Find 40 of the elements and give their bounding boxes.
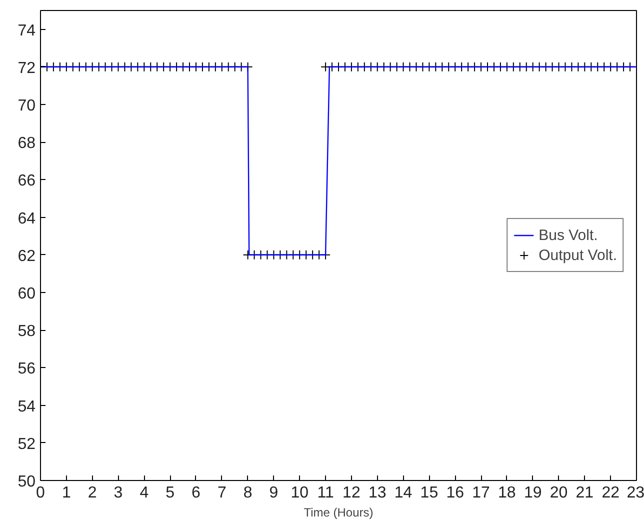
x-tick-label: 12: [342, 484, 360, 502]
legend-label: Bus Volt.: [538, 226, 598, 244]
x-tick-label: 2: [88, 484, 97, 502]
y-tick-label: 70: [18, 98, 36, 114]
x-tick-label: 9: [269, 484, 278, 502]
x-tick-label: 8: [243, 484, 252, 502]
x-tick-label: 3: [114, 484, 123, 502]
y-tick-label: 56: [18, 360, 36, 378]
y-tick-label: 52: [18, 436, 36, 453]
x-tick-label: 0: [36, 484, 46, 502]
y-tick-label: 68: [18, 135, 36, 152]
x-tick-label: 6: [192, 484, 201, 502]
legend-label: Output Volt.: [538, 246, 617, 264]
x-tick-label: 10: [290, 484, 309, 502]
x-tick-label: 19: [524, 484, 542, 502]
y-tick-label: 74: [18, 22, 36, 40]
y-tick-label: 64: [18, 210, 36, 228]
y-tick-label: 62: [18, 248, 36, 265]
x-tick-label: 20: [550, 484, 568, 502]
y-tick-label: 54: [18, 398, 36, 416]
y-tick-label: 58: [18, 323, 36, 340]
x-tick-label: 4: [140, 484, 149, 502]
y-tick-label: 66: [18, 172, 36, 190]
x-axis-title: Time (Hours): [304, 506, 374, 520]
x-tick-label: 18: [498, 484, 516, 502]
x-tick-label: 1: [62, 484, 71, 502]
x-tick-label: 14: [394, 484, 412, 502]
x-tick-label: 13: [368, 484, 386, 502]
x-tick-label: 17: [472, 484, 490, 502]
x-tick-label: 11: [317, 484, 334, 502]
x-tick-label: 23: [626, 484, 644, 502]
y-tick-label: 50: [18, 474, 36, 490]
x-tick-label: 16: [446, 484, 464, 502]
x-tick-label: 15: [420, 484, 438, 502]
y-tick-label: 72: [18, 60, 36, 77]
y-tick-label: 60: [18, 286, 36, 302]
x-tick-label: 7: [217, 484, 226, 502]
x-tick-label: 22: [602, 484, 620, 502]
x-tick-label: 21: [576, 484, 594, 502]
x-tick-label: 5: [166, 484, 175, 502]
